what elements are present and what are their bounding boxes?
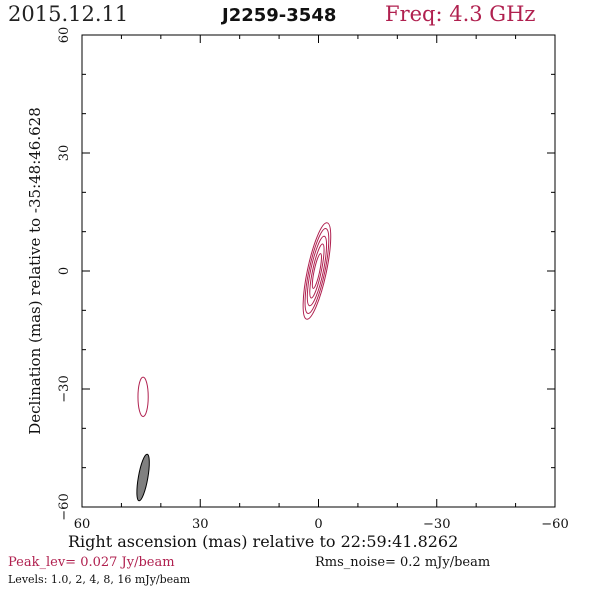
x-tick-label: 60 <box>74 517 91 532</box>
axis-ticks <box>81 34 556 508</box>
y-axis-label: Declination (mas) relative to -35:48:46.… <box>26 107 44 435</box>
frequency-label: Freq: 4.3 GHz <box>385 2 536 26</box>
plot-frame <box>81 34 556 508</box>
y-tick-label: 60 <box>57 27 72 44</box>
x-tick-label: 0 <box>314 517 322 532</box>
contour-core-4 <box>306 235 328 307</box>
contour-secondary-1 <box>137 376 149 418</box>
y-tick-label: −60 <box>57 493 72 520</box>
contour-core-1 <box>302 222 332 320</box>
contour-core-16 <box>311 253 322 289</box>
rms-noise: Rms_noise= 0.2 mJy/beam <box>315 555 491 570</box>
contour-core-2 <box>304 228 330 314</box>
beam-ellipse <box>136 453 150 502</box>
x-tick-labels: 60 30 0 −30 −60 <box>74 517 569 532</box>
contour-lines <box>137 222 332 418</box>
x-tick-label: −60 <box>541 517 568 532</box>
x-axis-label: Right ascension (mas) relative to 22:59:… <box>68 532 459 551</box>
peak-level: Peak_lev= 0.027 Jy/beam <box>8 555 175 570</box>
observation-date: 2015.12.11 <box>8 2 129 26</box>
y-tick-label: 30 <box>57 145 72 162</box>
beam-shape <box>136 453 150 502</box>
y-tick-label: −30 <box>57 375 72 402</box>
source-name: J2259-3548 <box>222 5 337 26</box>
contour-levels: Levels: 1.0, 2, 4, 8, 16 mJy/beam <box>8 573 191 586</box>
contour-core-8 <box>309 243 325 299</box>
x-tick-label: −30 <box>423 517 450 532</box>
y-tick-label: 0 <box>57 267 72 275</box>
x-tick-label: 30 <box>192 517 209 532</box>
y-tick-labels: −60 −30 0 30 60 <box>57 27 72 521</box>
